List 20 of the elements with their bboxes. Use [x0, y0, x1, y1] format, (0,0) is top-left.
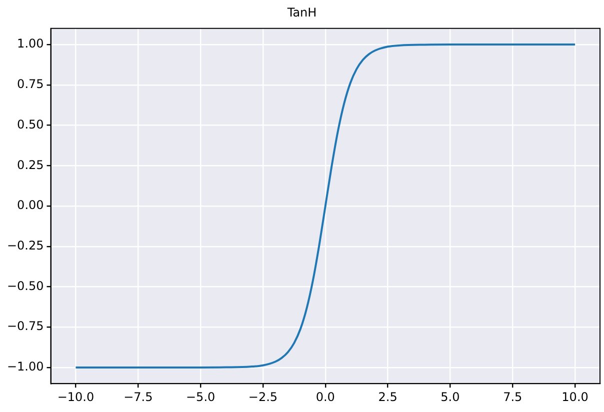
chart-title: TanH	[286, 5, 317, 20]
x-tick-label: 0.0	[316, 390, 335, 404]
y-tick-label: −0.50	[6, 278, 44, 293]
y-tick-label: −0.75	[6, 319, 44, 334]
x-tick-label: −2.5	[248, 390, 278, 404]
x-tick-label: −5.0	[186, 390, 216, 404]
y-tick-label: −1.00	[6, 360, 44, 374]
y-tick-label: 0.50	[17, 117, 44, 132]
y-tick-label: 0.75	[17, 77, 44, 92]
x-tick-label: −7.5	[124, 390, 153, 404]
line-series	[74, 44, 576, 368]
y-tick-label: 0.25	[17, 158, 44, 172]
y-tick-label: −0.25	[6, 238, 44, 252]
x-tick-label: 7.5	[503, 390, 522, 404]
x-tick-label: 5.0	[440, 390, 460, 404]
x-tick-label: 10.0	[562, 390, 588, 404]
x-tick-label: −10.0	[57, 390, 94, 404]
y-tick-label: 1.00	[17, 36, 44, 51]
y-tick-label: 0.00	[17, 198, 44, 212]
x-tick-label: 2.5	[378, 390, 398, 404]
